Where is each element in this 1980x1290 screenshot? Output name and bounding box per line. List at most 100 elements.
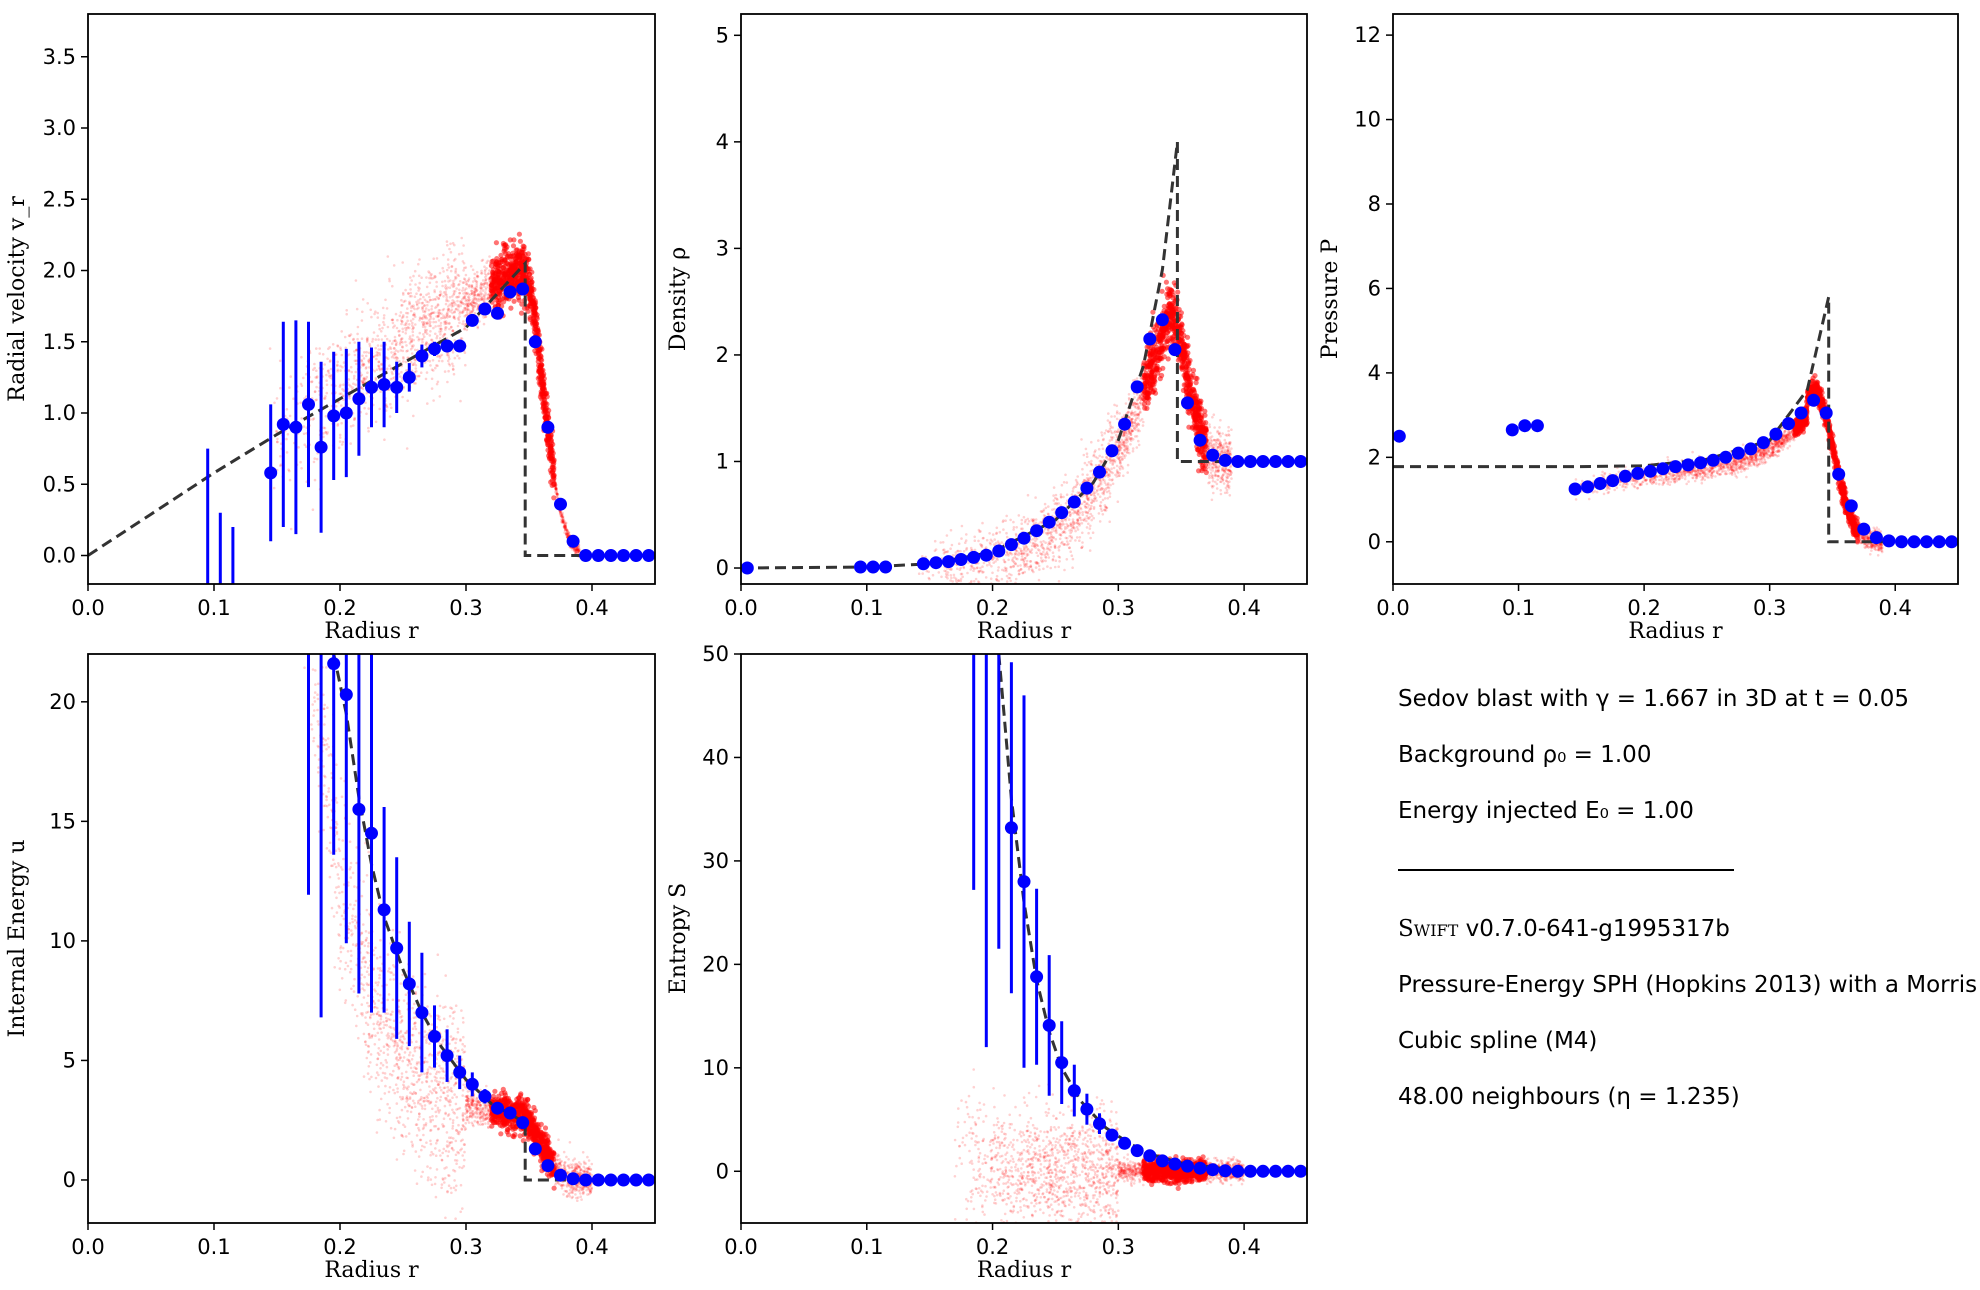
particle: [560, 512, 564, 516]
particle: [1086, 498, 1090, 501]
particle: [992, 543, 996, 546]
particle: [1220, 443, 1223, 447]
particle: [388, 415, 392, 418]
particle: [365, 337, 369, 341]
particle: [1056, 520, 1060, 523]
particle: [1126, 444, 1129, 448]
particle: [1127, 430, 1131, 434]
particle: [998, 530, 1002, 534]
particle: [443, 370, 447, 373]
particle: [1057, 502, 1060, 505]
particle: [1002, 519, 1005, 522]
particle: [390, 366, 393, 370]
particle: [299, 460, 302, 464]
particle: [1010, 573, 1013, 577]
particle: [1228, 452, 1231, 456]
particle: [349, 425, 353, 428]
particle: [373, 354, 377, 358]
particle: [422, 323, 426, 327]
particle: [452, 368, 455, 371]
particle: [463, 278, 467, 281]
particle: [1116, 471, 1120, 474]
particle: [324, 431, 328, 434]
particle: [475, 270, 479, 274]
particle: [566, 531, 570, 534]
particle: [1110, 438, 1114, 442]
particle: [463, 308, 467, 312]
particle: [368, 342, 371, 346]
particle: [1224, 469, 1227, 472]
particle: [276, 440, 279, 444]
particle: [279, 386, 282, 390]
particle: [1037, 578, 1041, 582]
particle: [429, 312, 432, 316]
particle: [275, 429, 278, 433]
particle: [990, 565, 993, 568]
particle: [445, 311, 449, 315]
binned-point: [579, 549, 593, 562]
particle: [1058, 533, 1061, 536]
particle: [451, 367, 455, 371]
particle: [413, 315, 417, 319]
particle: [374, 378, 378, 382]
particle: [1086, 479, 1090, 482]
particle: [1061, 520, 1065, 523]
particle: [465, 306, 468, 310]
particle: [1071, 518, 1075, 521]
particle: [974, 577, 978, 581]
particle: [1078, 511, 1082, 515]
particle: [1072, 520, 1075, 524]
particle: [448, 321, 451, 325]
particle: [479, 284, 483, 287]
particle: [1058, 526, 1061, 530]
particle: [485, 261, 489, 265]
particle: [1118, 466, 1121, 469]
particle: [1125, 447, 1128, 450]
particle: [1049, 536, 1052, 539]
particle: [426, 303, 429, 307]
particle: [441, 359, 444, 363]
particle: [440, 312, 443, 316]
particle: [300, 384, 304, 388]
particle: [1052, 486, 1056, 489]
particle: [1028, 550, 1032, 554]
particle: [322, 435, 325, 439]
particle: [299, 401, 303, 405]
particle: [1218, 441, 1222, 444]
particle: [456, 324, 460, 328]
particle: [321, 353, 325, 356]
particle: [1124, 402, 1128, 405]
particle: [1037, 562, 1040, 565]
particle: [434, 306, 437, 310]
particle: [1131, 379, 1135, 382]
particle: [326, 431, 330, 434]
particle: [454, 276, 458, 280]
particle: [989, 577, 993, 580]
particle: [1047, 513, 1050, 516]
particle: [951, 580, 954, 583]
particle: [339, 383, 342, 387]
particle: [1219, 434, 1222, 438]
particle: [447, 266, 451, 269]
particle: [425, 285, 429, 289]
particle: [1126, 451, 1129, 454]
particle: [1060, 541, 1063, 545]
binned-point: [428, 342, 441, 356]
particle: [966, 571, 969, 575]
particle: [442, 307, 446, 311]
particle: [1027, 568, 1031, 571]
particle: [394, 312, 398, 316]
particle: [336, 368, 340, 372]
particle: [1073, 521, 1077, 525]
particle: [408, 337, 411, 341]
particle: [405, 350, 408, 353]
particle: [479, 288, 483, 291]
particle: [476, 275, 479, 279]
particle: [399, 349, 403, 352]
particle: [561, 515, 565, 519]
particle: [1132, 427, 1136, 430]
particle: [1086, 506, 1089, 509]
particle: [1007, 558, 1010, 562]
particle: [965, 548, 968, 551]
particle: [398, 329, 401, 333]
